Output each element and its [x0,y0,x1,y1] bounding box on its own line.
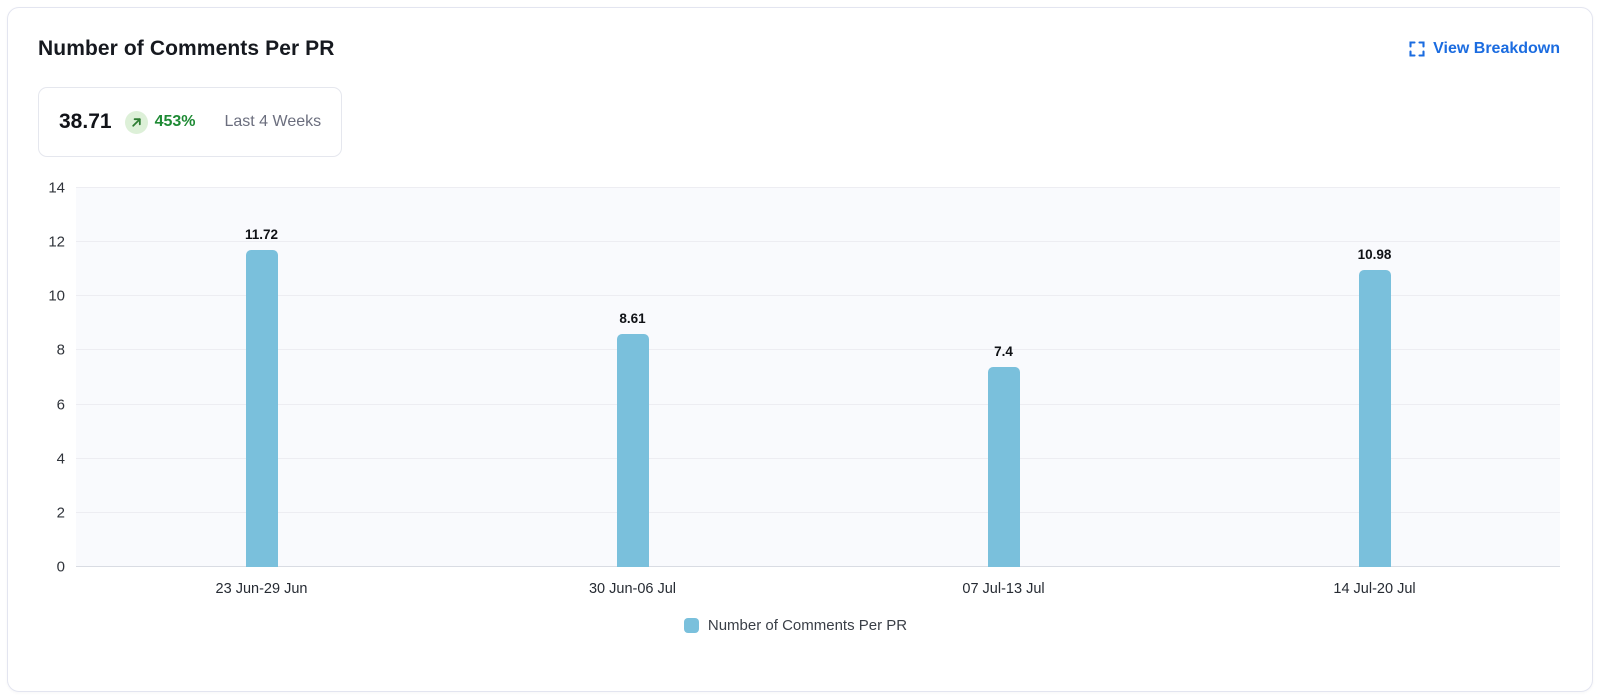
y-tick-label: 2 [56,504,65,522]
legend-swatch[interactable] [683,618,699,633]
bar-value-label: 11.72 [244,226,279,242]
gridline [76,511,1560,513]
trend-indicator: 453% [124,110,196,134]
y-tick-label: 6 [56,396,65,414]
gridline [76,349,1560,351]
expand-icon [1409,41,1425,57]
bar-slot: 10.98 [1189,188,1560,567]
bar-value-label: 10.98 [1357,246,1392,262]
comments-per-pr-card: Number of Comments Per PR View Breakdown… [7,7,1593,692]
view-breakdown-link[interactable]: View Breakdown [1409,36,1560,62]
y-tick-label: 14 [48,179,65,197]
summary-stat-box: 38.71 453% Last 4 Weeks [38,87,343,157]
bar[interactable] [616,333,649,567]
y-tick-label: 4 [56,450,65,468]
x-axis-label: 23 Jun-29 Jun [215,581,308,597]
page-title: Number of Comments Per PR [38,37,335,60]
bar[interactable] [1358,269,1391,567]
bar-slot: 11.72 [76,188,447,567]
y-tick-label: 0 [56,558,65,576]
bar-chart: 0 2 4 6 8 10 12 14 11.72 8.61 7.4 10.98 23 Jun-29 J… [31,181,1560,634]
trend-percent: 453% [154,113,196,130]
legend-label: Number of Comments Per PR [707,617,908,634]
gridline [76,187,1560,188]
gridline [76,403,1560,405]
bar[interactable] [987,366,1020,567]
gridline [76,295,1560,297]
x-axis-label: 30 Jun-06 Jul [588,581,677,597]
view-breakdown-label: View Breakdown [1433,40,1560,57]
bar-value-label: 8.61 [619,310,646,326]
bar-slot: 7.4 [818,188,1189,567]
plot-area: 0 2 4 6 8 10 12 14 11.72 8.61 7.4 10.98 [48,181,1560,575]
gridline [76,457,1560,459]
chart-legend: Number of Comments Per PR [31,617,1560,634]
bar[interactable] [245,249,278,567]
gridline [76,241,1560,243]
x-axis-label: 14 Jul-20 Jul [1333,581,1416,597]
y-tick-label: 12 [48,233,65,251]
arrow-up-right-icon [124,110,148,134]
x-axis-label: 07 Jul-13 Jul [962,581,1045,597]
bar-value-label: 7.4 [994,343,1013,359]
stat-period: Last 4 Weeks [224,113,322,130]
y-tick-label: 8 [56,341,65,359]
gridline [76,566,1560,567]
card-header: Number of Comments Per PR View Breakdown [31,36,1560,62]
x-axis: 23 Jun-29 Jun 30 Jun-06 Jul 07 Jul-13 Jul 1… [76,581,1560,597]
stat-value: 38.71 [59,110,112,133]
bar-slot: 8.61 [447,188,818,567]
y-tick-label: 10 [48,287,65,305]
